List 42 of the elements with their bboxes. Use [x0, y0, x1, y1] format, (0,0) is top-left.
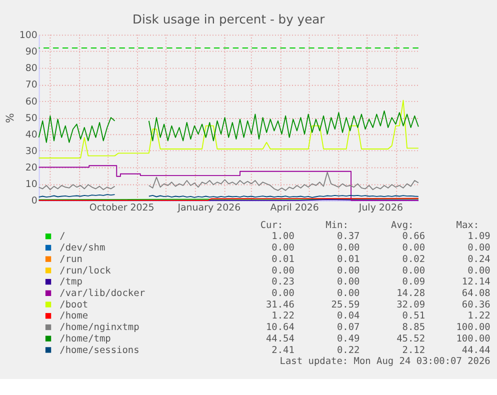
y-tick-label: 0	[31, 196, 38, 207]
legend-label: /boot	[60, 299, 88, 310]
text: 10.64 0.07 8.85 100.00	[266, 322, 490, 334]
text: 0.23 0.00 0.09 12.14	[272, 276, 490, 288]
text: 0.00 0.00 14.28 64.08	[272, 288, 490, 299]
y-tick-label: 50	[25, 112, 38, 124]
x-tick-label: January 2026	[176, 202, 241, 214]
legend-label: /home/sessions	[60, 344, 140, 356]
text: 31.46 25.59 32.09 60.36	[266, 299, 490, 310]
legend-label: /home	[60, 310, 88, 322]
legend-label: /run	[60, 254, 82, 265]
y-tick-label: 20	[25, 162, 38, 174]
legend-label: /var/lib/docker	[60, 288, 146, 299]
y-tick-label: 30	[25, 146, 38, 157]
chart-title: Disk usage in percent - by year	[132, 12, 326, 26]
y-axis-title: %	[4, 112, 17, 123]
line-series	[38, 100, 419, 158]
text: 2.41 0.22 2.12 44.44	[272, 344, 490, 356]
text: 44.54 0.49 45.52 100.00	[266, 333, 490, 344]
x-tick-label: July 2026	[358, 202, 403, 214]
y-tick-label: 100	[19, 30, 38, 42]
legend-label: /dev/shm	[60, 242, 106, 254]
x-tick-label: October 2025	[89, 202, 154, 214]
text: Last update: Mon Aug 24 03:00:07 2026	[280, 356, 491, 368]
text: 0.00 0.00 0.00 0.00	[272, 265, 490, 276]
text: 0.01 0.01 0.02 0.24	[272, 254, 490, 265]
text: 1.00 0.37 0.66 1.09	[272, 231, 490, 242]
text: 0.00 0.00 0.00 0.00	[272, 242, 490, 254]
y-tick-label: 60	[25, 96, 38, 108]
legend-label: /	[60, 231, 66, 242]
legend-label: /tmp	[60, 276, 83, 288]
y-tick-label: 40	[25, 129, 38, 140]
text: Cur: Min: Avg: Max:	[260, 220, 480, 231]
y-tick-label: 10	[25, 179, 38, 190]
y-tick-label: 90	[25, 46, 38, 58]
text: 1.22 0.04 0.51 1.22	[272, 310, 490, 322]
legend-label: /run/lock	[60, 265, 112, 276]
legend-label: /home/tmp	[60, 333, 112, 344]
y-tick-label: 70	[25, 80, 38, 91]
x-tick-label: April 2026	[270, 202, 319, 214]
y-tick-label: 80	[25, 63, 38, 74]
legend-label: /home/nginxtmp	[60, 322, 140, 334]
